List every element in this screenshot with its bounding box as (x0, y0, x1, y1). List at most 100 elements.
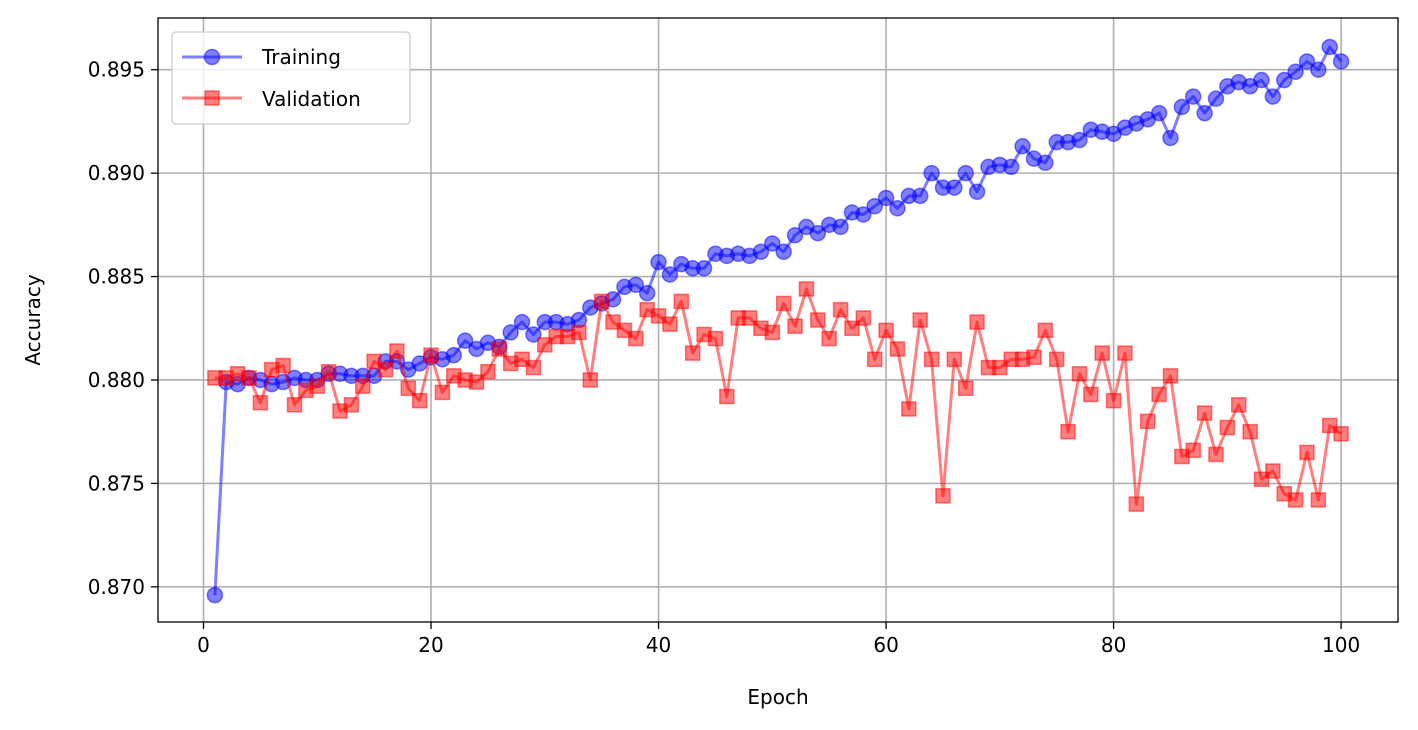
data-point-validation (1094, 345, 1110, 361)
data-point-training (855, 206, 872, 223)
data-point-validation (343, 397, 360, 413)
data-point-training (1173, 98, 1191, 116)
data-point-validation (832, 301, 849, 318)
data-point-validation (320, 363, 337, 380)
data-point-validation (400, 380, 417, 397)
data-point-training (1332, 53, 1350, 70)
data-point-validation (1321, 417, 1338, 434)
data-point-validation (241, 370, 257, 386)
data-point-training (877, 189, 895, 207)
data-point-validation (844, 320, 860, 337)
data-point-validation (673, 293, 690, 310)
legend-marker-training (203, 48, 221, 66)
data-point-validation (1242, 423, 1258, 440)
y-tick-label: 0.880 (88, 368, 145, 392)
data-point-training (661, 266, 679, 283)
data-point-validation (628, 330, 644, 347)
y-tick-label: 0.890 (88, 161, 145, 185)
data-point-validation (775, 295, 792, 312)
y-tick-label: 0.875 (88, 471, 145, 495)
x-tick-label: 80 (1101, 633, 1126, 657)
data-point-training (1014, 137, 1031, 155)
data-point-validation (935, 488, 951, 504)
data-point-training (1253, 71, 1270, 89)
x-tick-label: 60 (873, 633, 898, 657)
legend-label-training: Training (261, 45, 341, 69)
data-point-validation (468, 374, 485, 390)
data-point-training (502, 324, 519, 341)
data-point-training (1264, 88, 1282, 105)
data-point-training (957, 164, 974, 182)
data-point-validation (901, 401, 917, 417)
data-point-training (1321, 38, 1338, 56)
plot-frame (157, 17, 1399, 623)
data-point-training (1002, 158, 1020, 176)
data-point-validation (389, 343, 405, 359)
data-point-validation (525, 359, 542, 376)
data-point-validation (719, 388, 735, 405)
data-point-training (889, 200, 906, 217)
legend-item-validation: Validation (182, 87, 361, 111)
data-point-validation (434, 384, 451, 401)
data-point-validation (1026, 349, 1042, 365)
data-point-training (1275, 71, 1293, 89)
data-point-training (650, 253, 667, 271)
data-point-training (1037, 154, 1054, 172)
data-point-validation (821, 330, 837, 347)
data-point-validation (662, 316, 678, 332)
data-point-validation (571, 324, 587, 341)
data-point-validation (275, 357, 291, 374)
legend: Training Validation (171, 31, 411, 125)
data-point-validation (992, 359, 1008, 376)
data-point-validation (889, 341, 906, 357)
data-point-validation (616, 322, 633, 339)
data-point-training (911, 187, 929, 205)
legend-frame (171, 31, 411, 125)
data-point-validation (1196, 405, 1213, 421)
data-point-validation (1299, 444, 1315, 461)
data-point-validation (1310, 492, 1327, 508)
data-point-validation (866, 351, 883, 368)
data-point-training (1150, 104, 1168, 122)
series-line-validation (214, 287, 1343, 506)
data-point-validation (1162, 368, 1179, 384)
data-point-validation (491, 341, 508, 357)
data-point-validation (582, 372, 599, 388)
x-axis-label: Epoch (747, 685, 808, 709)
legend-marker-validation (204, 90, 220, 106)
data-point-training (1184, 88, 1202, 105)
data-point-training (832, 218, 849, 236)
data-point-validation (787, 318, 803, 334)
data-point-training (695, 260, 713, 277)
data-point-training (206, 586, 224, 604)
data-point-validation (1128, 496, 1145, 512)
data-point-validation (957, 380, 974, 397)
data-point-training (1298, 53, 1316, 70)
data-point-training (752, 243, 770, 260)
data-point-training (1310, 61, 1327, 78)
data-point-training (1162, 129, 1179, 147)
data-point-validation (1060, 423, 1076, 440)
x-tick-label: 40 (646, 633, 671, 657)
data-point-validation (1265, 463, 1281, 479)
data-point-training (866, 197, 883, 215)
data-point-validation (480, 363, 496, 380)
data-point-validation (1151, 386, 1167, 403)
data-point-training (1196, 104, 1213, 122)
data-point-validation (923, 351, 940, 368)
data-point-validation (377, 361, 394, 378)
data-point-validation (1037, 322, 1054, 339)
data-point-validation (764, 324, 781, 341)
x-tick-label: 100 (1322, 633, 1360, 657)
data-point-validation (1139, 413, 1156, 430)
data-point-validation (1185, 442, 1201, 459)
series-layer (206, 38, 1350, 604)
data-point-training (638, 284, 656, 302)
data-point-training (786, 226, 804, 244)
data-point-validation (1105, 392, 1122, 409)
data-point-validation (355, 378, 371, 394)
data-point-validation (650, 308, 667, 324)
x-tick-label: 0 (197, 633, 210, 657)
data-point-validation (1048, 351, 1065, 368)
